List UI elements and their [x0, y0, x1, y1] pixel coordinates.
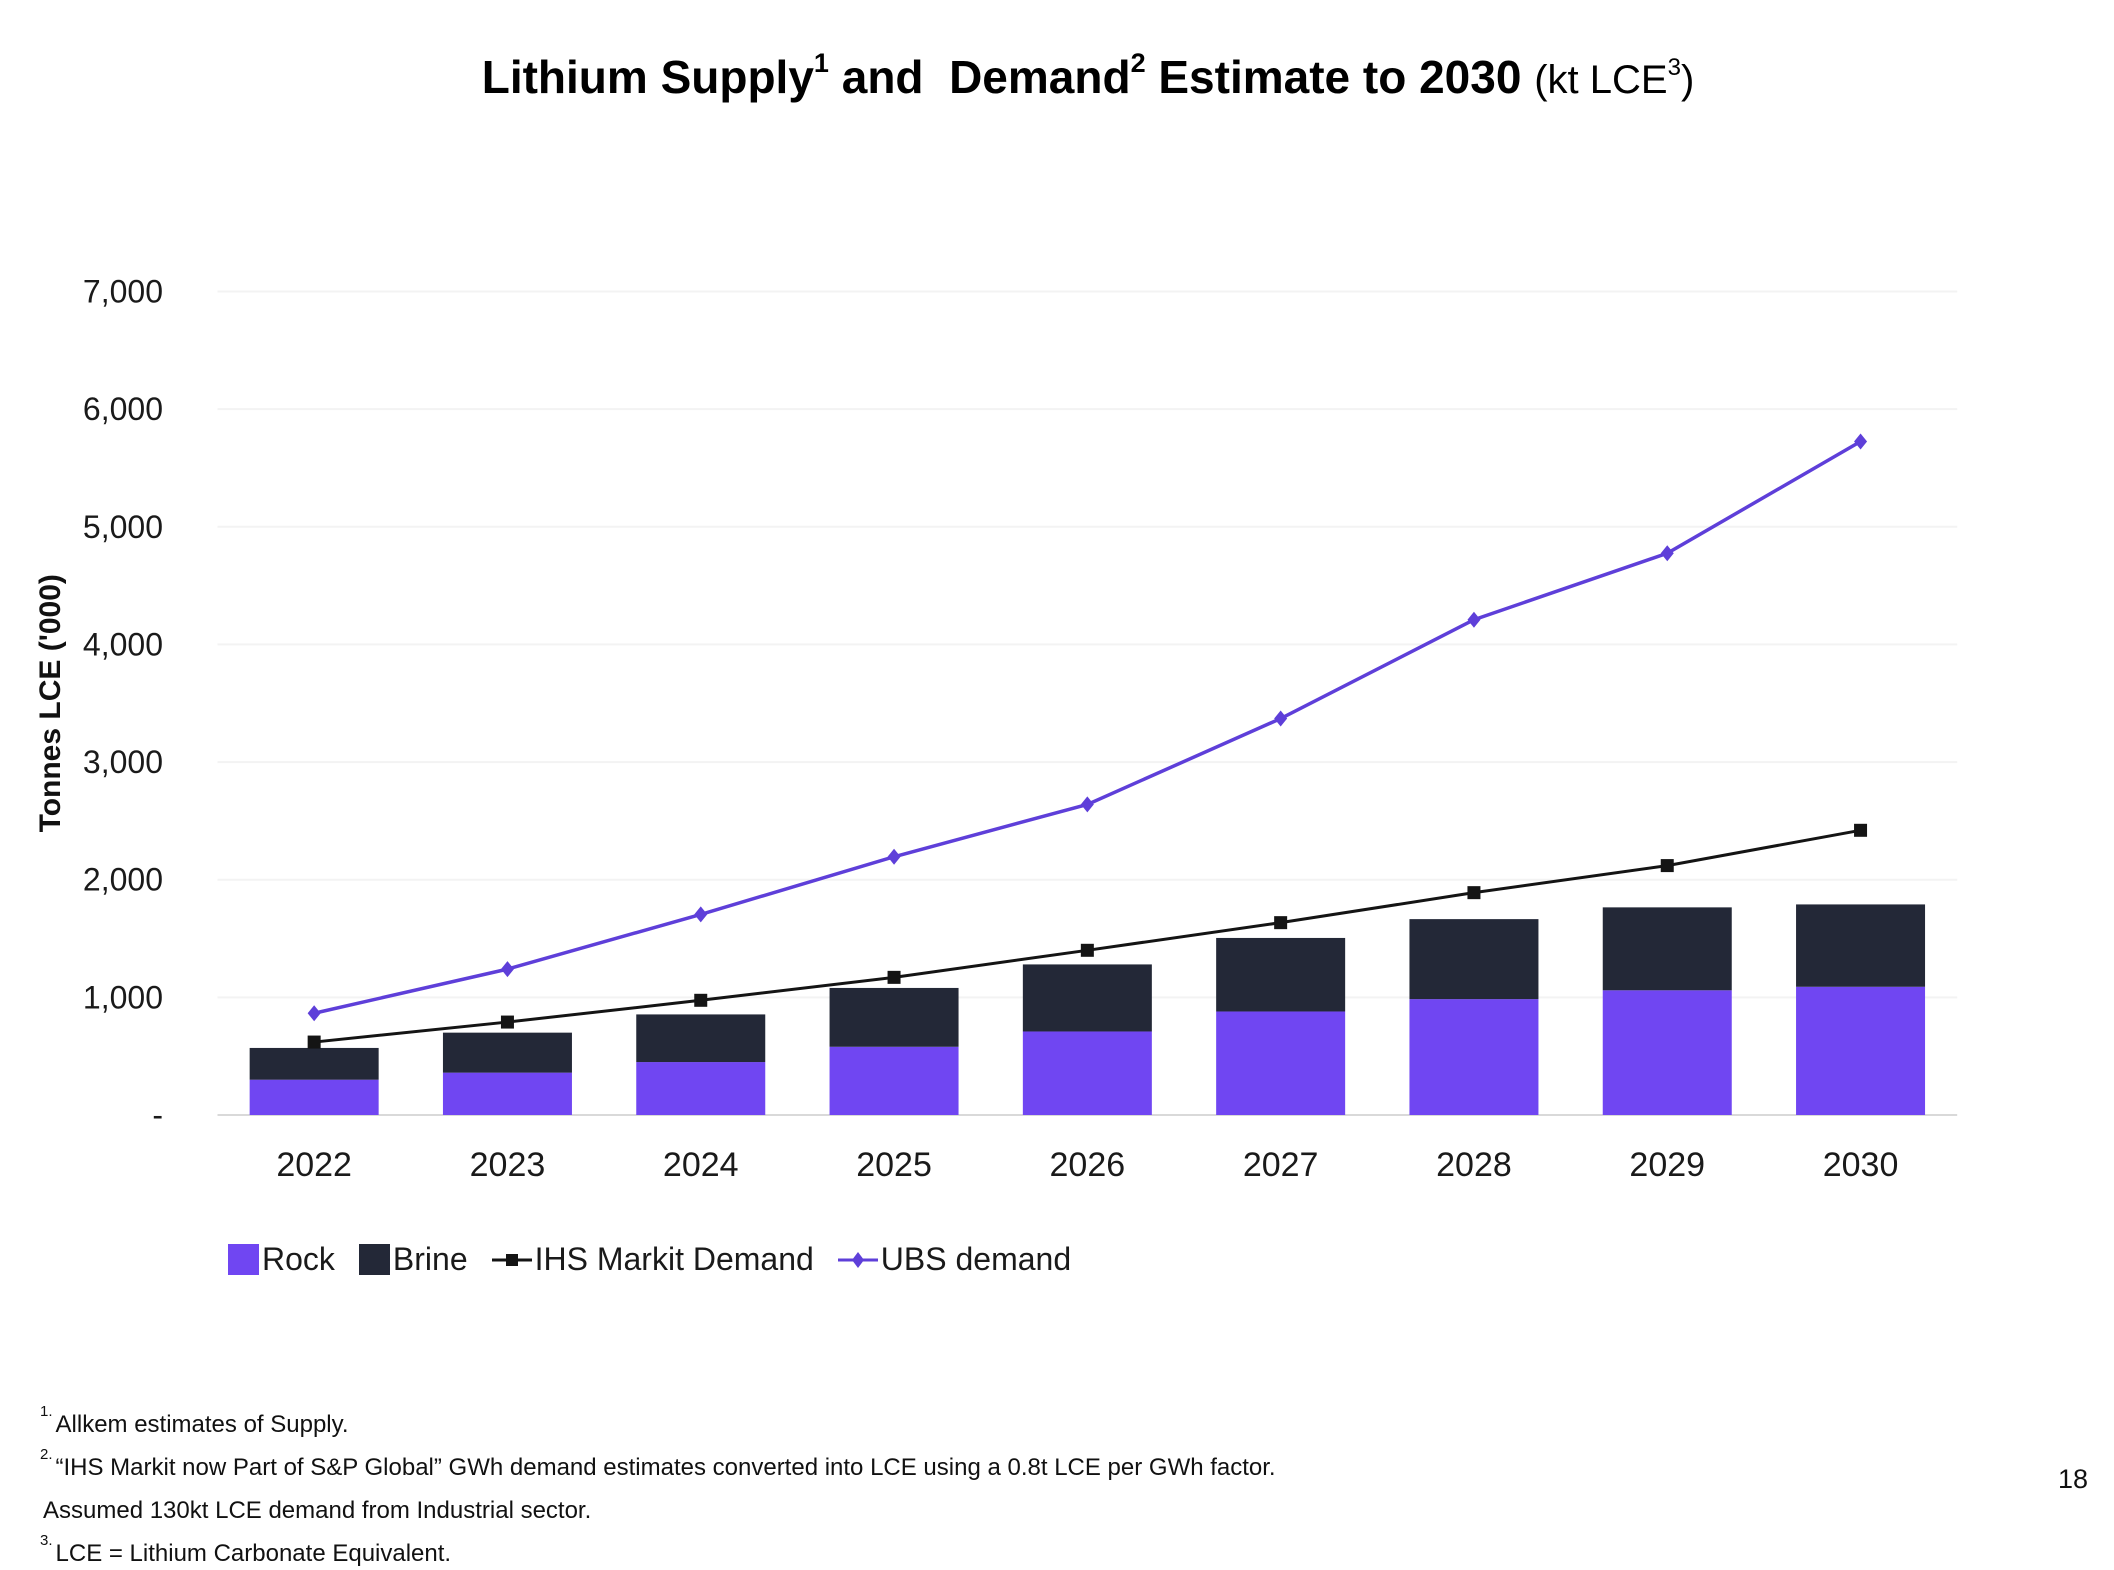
- bar-rock-2024: [636, 1062, 766, 1115]
- legend-line-sample-icon: [837, 1251, 878, 1268]
- ubs-marker-2027: [1274, 710, 1288, 727]
- footnote-3: 3. LCE = Lithium Carbonate Equivalent.: [40, 1529, 1276, 1570]
- bar-brine-2030: [1796, 904, 1926, 987]
- ubs-marker-2026: [1080, 796, 1094, 813]
- title-text: Lithium Supply: [481, 51, 814, 103]
- title-unit-superscript: 3: [1667, 53, 1681, 81]
- ihs-marker-2027: [1274, 916, 1288, 930]
- y-tick-label: 3,000: [83, 744, 163, 780]
- x-tick-label: 2028: [1436, 1146, 1512, 1184]
- ubs-marker-2024: [694, 906, 708, 923]
- ihs-marker-2022: [307, 1035, 321, 1049]
- y-tick-label: -: [152, 1097, 163, 1133]
- bar-rock-2023: [442, 1072, 572, 1115]
- title-text: Estimate to 2030: [1145, 51, 1535, 103]
- x-tick-label: 2023: [470, 1146, 546, 1184]
- footnote-2: 2. “IHS Markit now Part of S&P Global” GW…: [40, 1443, 1276, 1486]
- ubs-marker-2025: [887, 848, 901, 865]
- bar-rock-2027: [1216, 1011, 1346, 1115]
- footnotes: 1. Allkem estimates of Supply. 2. “IHS Mar…: [40, 1400, 1276, 1570]
- x-tick-label: 2026: [1050, 1146, 1126, 1184]
- footnote-2-marker: 2.: [40, 1446, 53, 1464]
- legend-item-rock: Rock: [228, 1241, 335, 1278]
- y-tick-label: 6,000: [83, 391, 163, 427]
- x-tick-label: 2027: [1243, 1146, 1319, 1184]
- ubs-marker-2023: [500, 961, 514, 978]
- y-tick-label: 5,000: [83, 509, 163, 545]
- bar-rock-2030: [1796, 986, 1926, 1115]
- y-axis-title: Tonnes LCE ('000): [34, 574, 67, 832]
- footnote-2-text: “IHS Markit now Part of S&P Global” GWh …: [55, 1454, 1276, 1481]
- page-title: Lithium Supply1 and Demand2 Estimate to …: [62, 47, 2114, 104]
- y-tick-label: 2,000: [83, 862, 163, 898]
- title-superscript-2: 2: [1130, 47, 1146, 78]
- ihs-marker-2025: [887, 970, 901, 984]
- footnote-1-text: Allkem estimates of Supply.: [55, 1411, 349, 1438]
- legend-item-ihs-markit-demand: IHS Markit Demand: [491, 1241, 814, 1278]
- ubs-marker-2029: [1660, 545, 1674, 562]
- ihs-marker-2023: [500, 1015, 514, 1029]
- legend-label: IHS Markit Demand: [534, 1241, 814, 1277]
- legend-item-brine: Brine: [358, 1241, 468, 1278]
- ihs-marker-2029: [1660, 859, 1674, 873]
- x-tick-label: 2022: [276, 1146, 352, 1184]
- page-number: 18: [2057, 1464, 2088, 1494]
- bar-rock-2026: [1022, 1031, 1152, 1115]
- ubs-marker-2030: [1854, 433, 1868, 450]
- bar-rock-2028: [1409, 999, 1539, 1115]
- bar-brine-2027: [1216, 937, 1346, 1012]
- y-tick-label: 7,000: [83, 274, 163, 310]
- chart-legend: Rock Brine IHS Markit Demand UBS demand: [228, 1241, 1071, 1278]
- footnote-2-continued: Assumed 130kt LCE demand from Industrial…: [40, 1486, 1276, 1529]
- ihs-marker-2030: [1854, 823, 1868, 837]
- legend-item-ubs-demand: UBS demand: [837, 1241, 1072, 1278]
- bar-rock-2029: [1602, 990, 1732, 1115]
- legend-label: Rock: [262, 1241, 335, 1277]
- x-tick-label: 2029: [1629, 1146, 1705, 1184]
- ihs-marker-2028: [1467, 886, 1481, 900]
- bar-brine-2026: [1022, 964, 1152, 1032]
- footnote-3-text: LCE = Lithium Carbonate Equivalent.: [55, 1540, 452, 1567]
- footnote-3-marker: 3.: [40, 1532, 53, 1550]
- bar-rock-2025: [829, 1046, 959, 1115]
- y-tick-label: 4,000: [83, 626, 163, 662]
- bar-brine-2023: [442, 1032, 572, 1073]
- bar-brine-2025: [829, 987, 959, 1047]
- legend-line-sample-icon: [491, 1253, 532, 1266]
- title-unit: (kt LCE: [1534, 58, 1668, 102]
- ubs-marker-2022: [307, 1005, 321, 1022]
- bar-brine-2028: [1409, 919, 1539, 1000]
- title-superscript-1: 1: [813, 47, 829, 78]
- legend-swatch-icon: [228, 1244, 259, 1275]
- x-tick-label: 2030: [1823, 1146, 1899, 1184]
- footnote-1: 1. Allkem estimates of Supply.: [40, 1400, 1276, 1443]
- bar-brine-2022: [249, 1047, 379, 1080]
- title-unit: ): [1680, 58, 1695, 102]
- bar-brine-2024: [636, 1014, 766, 1063]
- legend-label: Brine: [392, 1241, 468, 1277]
- ubs-marker-2028: [1467, 611, 1481, 628]
- ihs-marker-2026: [1080, 943, 1094, 957]
- bar-rock-2022: [249, 1079, 379, 1115]
- x-tick-label: 2025: [856, 1146, 932, 1184]
- footnote-1-marker: 1.: [40, 1403, 53, 1421]
- title-text: and Demand: [828, 51, 1131, 103]
- y-tick-label: 1,000: [83, 979, 163, 1015]
- legend-swatch-icon: [358, 1244, 390, 1275]
- footnote-2-continued-text: Assumed 130kt LCE demand from Industrial…: [43, 1497, 592, 1524]
- bar-brine-2029: [1602, 907, 1732, 991]
- legend-label: UBS demand: [880, 1241, 1072, 1277]
- x-tick-label: 2024: [663, 1146, 739, 1184]
- ihs-marker-2024: [694, 993, 708, 1007]
